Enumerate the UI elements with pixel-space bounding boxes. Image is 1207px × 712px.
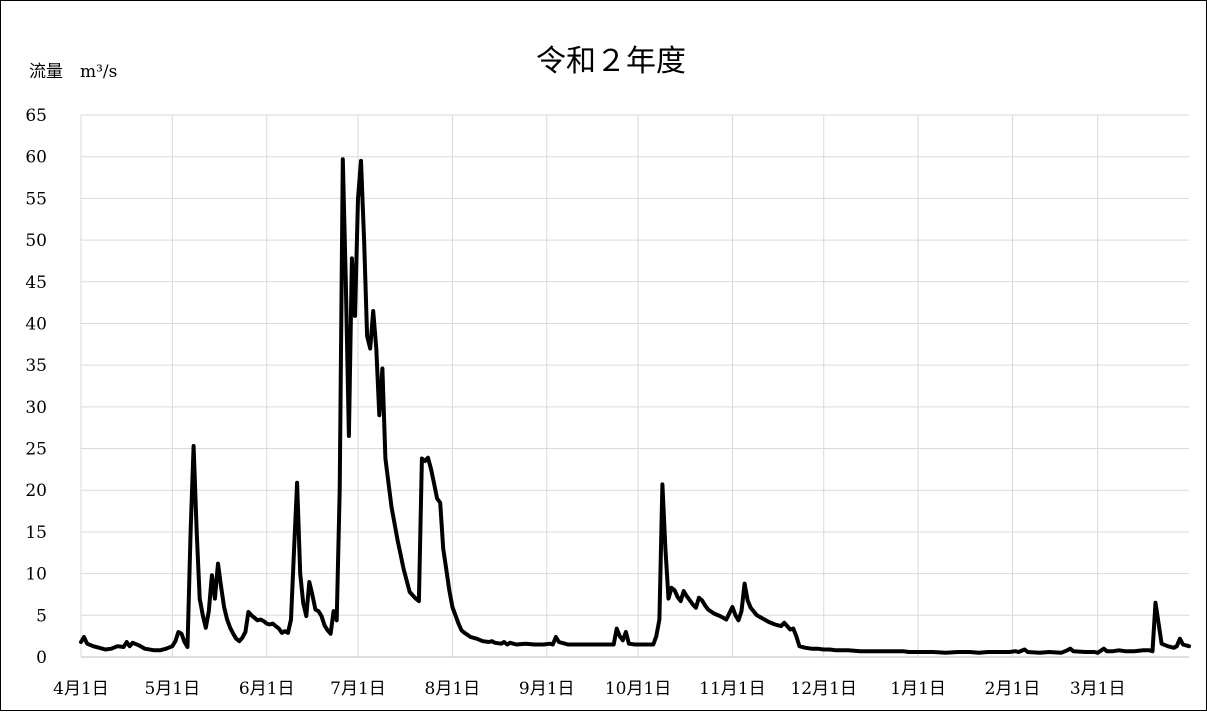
- y-tick-label: 15: [25, 523, 47, 543]
- x-tick-label: 9月1日: [519, 679, 575, 699]
- y-tick-label: 0: [36, 648, 47, 668]
- y-tick-label: 10: [25, 565, 47, 585]
- y-tick-label: 35: [25, 356, 47, 376]
- chart-title: 令和２年度: [536, 44, 686, 79]
- x-tick-label: 5月1日: [144, 679, 200, 699]
- y-axis-unit-label: 流量 m³/s: [29, 62, 117, 82]
- x-tick-label: 11月1日: [699, 679, 765, 699]
- y-tick-label: 55: [25, 189, 47, 209]
- y-tick-label: 65: [25, 106, 47, 126]
- x-tick-label: 7月1日: [330, 679, 386, 699]
- y-tick-label: 5: [36, 606, 47, 626]
- x-tick-label: 1月1日: [890, 679, 946, 699]
- y-tick-label: 50: [25, 231, 47, 251]
- y-tick-label: 45: [25, 273, 47, 293]
- x-tick-label: 10月1日: [605, 679, 671, 699]
- x-tick-label: 4月1日: [53, 679, 109, 699]
- x-tick-label: 6月1日: [239, 679, 295, 699]
- y-tick-label: 25: [25, 440, 47, 460]
- x-axis-tick-labels: 4月1日 5月1日 6月1日 7月1日 8月1日 9月1日 10月1日 11月1日 12月1日 1…: [53, 679, 1125, 699]
- x-tick-label: 3月1日: [1070, 679, 1126, 699]
- x-tick-label: 12月1日: [790, 679, 856, 699]
- y-tick-label: 30: [25, 398, 47, 418]
- axes: [80, 115, 1189, 658]
- y-tick-label: 20: [25, 481, 47, 501]
- gridlines: [81, 114, 1189, 657]
- x-tick-label: 8月1日: [425, 679, 481, 699]
- y-tick-label: 40: [25, 314, 47, 334]
- series-line-flow: [79, 157, 1191, 655]
- y-tick-label: 60: [25, 148, 47, 168]
- series-layer: [79, 157, 1191, 655]
- x-tick-label: 2月1日: [985, 679, 1041, 699]
- y-axis-tick-labels: 0 5 10 15 20 25 30 35 40 45 50 55 60 65: [25, 106, 47, 668]
